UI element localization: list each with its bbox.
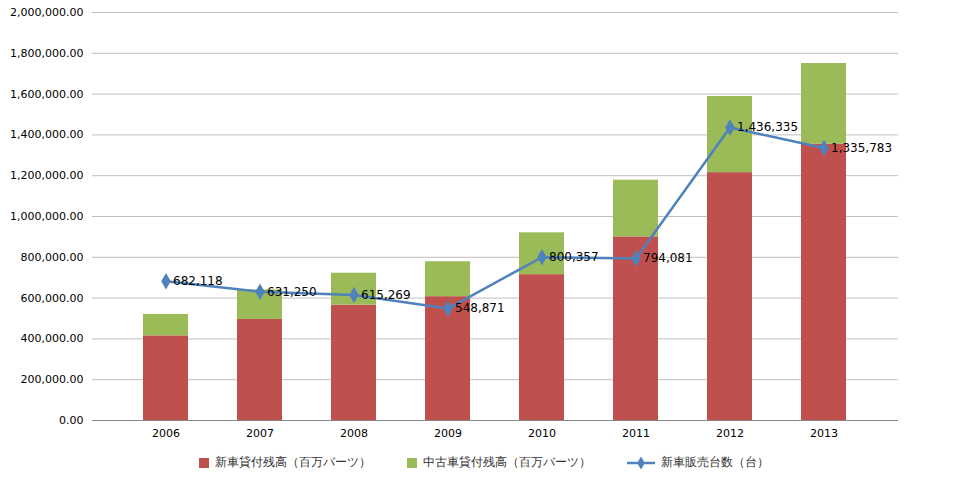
svg-text:1,600,000.00: 1,600,000.00 — [10, 88, 83, 101]
svg-text:2013: 2013 — [810, 427, 838, 440]
svg-text:1,335,783: 1,335,783 — [831, 141, 892, 155]
svg-text:615,269: 615,269 — [361, 288, 411, 302]
html-text:中古車貸付残高（百万バーツ）: 中古車貸付残高（百万バーツ） — [423, 455, 591, 469]
svg-text:2,000,000.00: 2,000,000.00 — [10, 6, 83, 19]
svg-text:200,000.00: 200,000.00 — [21, 373, 84, 386]
svg-text:631,250: 631,250 — [267, 285, 317, 299]
svg-text:0.00: 0.00 — [59, 414, 84, 427]
svg-text:1,800,000.00: 1,800,000.00 — [10, 47, 83, 60]
svg-text:1,000,000.00: 1,000,000.00 — [10, 210, 83, 223]
svg-text:2008: 2008 — [340, 427, 368, 440]
svg-text:1,436,335: 1,436,335 — [737, 120, 798, 134]
svg-text:800,000.00: 800,000.00 — [21, 251, 84, 264]
svg-text:2010: 2010 — [528, 427, 556, 440]
svg-text:400,000.00: 400,000.00 — [21, 332, 84, 345]
svg-text:2006: 2006 — [152, 427, 180, 440]
html-text:新車販売台数（台）: 新車販売台数（台） — [661, 455, 769, 469]
svg-text:2012: 2012 — [716, 427, 744, 440]
svg-text:600,000.00: 600,000.00 — [21, 292, 84, 305]
svg-text:794,081: 794,081 — [643, 251, 693, 265]
svg-text:2009: 2009 — [434, 427, 462, 440]
svg-text:2007: 2007 — [246, 427, 274, 440]
svg-text:1,400,000.00: 1,400,000.00 — [10, 128, 83, 141]
svg-text:682,118: 682,118 — [173, 274, 223, 288]
svg-text:800,357: 800,357 — [549, 250, 599, 264]
svg-text:1,200,000.00: 1,200,000.00 — [10, 169, 83, 182]
svg-text:2011: 2011 — [622, 427, 650, 440]
svg-text:548,871: 548,871 — [455, 301, 505, 315]
html-text:新車貸付残高（百万バーツ）: 新車貸付残高（百万バーツ） — [215, 455, 371, 469]
